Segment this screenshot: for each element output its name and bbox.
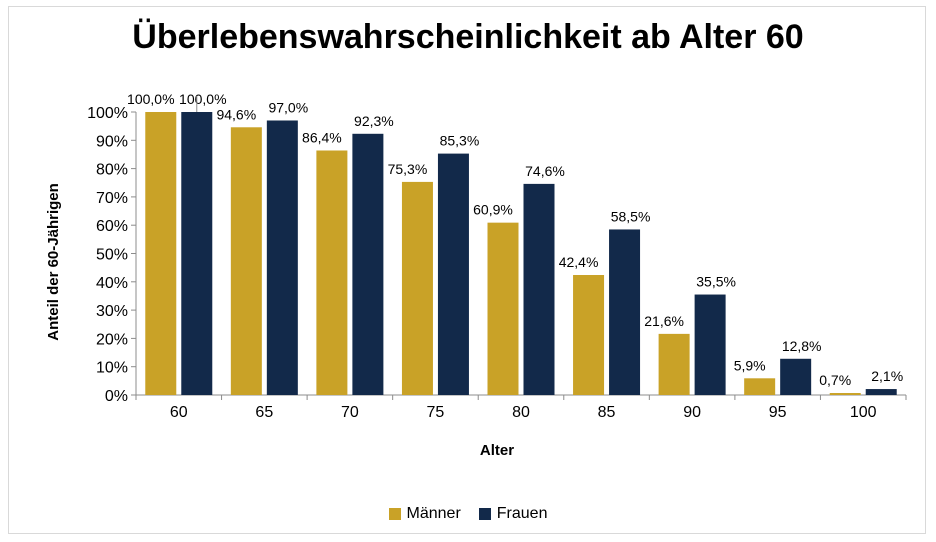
bar-maenner bbox=[744, 378, 776, 395]
data-label-maenner: 75,3% bbox=[388, 161, 428, 177]
y-tick-label: 100% bbox=[87, 105, 128, 122]
bar-maenner bbox=[573, 275, 605, 395]
bar-frauen bbox=[266, 120, 298, 396]
bar-frauen bbox=[437, 153, 469, 395]
data-labels: 100,0%94,6%86,4%75,3%60,9%42,4%21,6%5,9%… bbox=[127, 91, 903, 388]
data-label-maenner: 60,9% bbox=[473, 202, 513, 218]
bar-frauen bbox=[609, 229, 641, 395]
y-tick-label: 50% bbox=[96, 247, 128, 264]
legend-label-maenner: Männer bbox=[406, 505, 461, 522]
x-axis-title: Alter bbox=[480, 442, 514, 459]
bar-maenner bbox=[316, 150, 348, 395]
data-label-maenner: 94,6% bbox=[216, 106, 256, 122]
x-tick-label: 70 bbox=[341, 404, 359, 421]
x-tick-label: 65 bbox=[255, 404, 273, 421]
x-tick-label: 75 bbox=[427, 404, 445, 421]
data-label-maenner: 100,0% bbox=[127, 91, 174, 107]
bar-frauen bbox=[694, 294, 726, 395]
bar-maenner bbox=[230, 127, 262, 396]
bar-maenner bbox=[145, 112, 177, 395]
bar-maenner bbox=[829, 393, 861, 395]
y-tick-label: 40% bbox=[96, 275, 128, 292]
data-label-frauen: 100,0% bbox=[179, 91, 226, 107]
y-tick-label: 90% bbox=[96, 133, 128, 150]
x-tick-label: 80 bbox=[512, 404, 530, 421]
x-tick-label: 85 bbox=[598, 404, 616, 421]
data-label-frauen: 12,8% bbox=[782, 338, 822, 354]
data-label-maenner: 42,4% bbox=[559, 254, 599, 270]
data-label-maenner: 0,7% bbox=[819, 372, 851, 388]
y-tick-label: 70% bbox=[96, 190, 128, 207]
y-axis-title: Anteil der 60-Jährigen bbox=[45, 183, 62, 341]
data-label-frauen: 85,3% bbox=[440, 133, 480, 149]
bar-frauen bbox=[865, 389, 897, 395]
x-tick-label: 60 bbox=[170, 404, 188, 421]
legend: Männer Frauen bbox=[0, 505, 936, 523]
legend-item-frauen: Frauen bbox=[478, 505, 548, 523]
x-axis: 60 65 70 75 80 85 90 95 100 bbox=[135, 394, 907, 421]
data-label-frauen: 92,3% bbox=[354, 113, 394, 129]
data-label-maenner: 5,9% bbox=[734, 357, 766, 373]
data-label-maenner: 21,6% bbox=[644, 313, 684, 329]
data-label-frauen: 97,0% bbox=[268, 99, 308, 115]
data-label-maenner: 86,4% bbox=[302, 129, 342, 145]
data-label-frauen: 2,1% bbox=[871, 368, 903, 384]
bars bbox=[145, 112, 897, 396]
chart-title: Überlebenswahrscheinlichkeit ab Alter 60 bbox=[132, 18, 804, 56]
y-tick-label: 30% bbox=[96, 303, 128, 320]
data-label-frauen: 74,6% bbox=[525, 163, 565, 179]
y-tick-label: 10% bbox=[96, 360, 128, 377]
x-tick-label: 95 bbox=[769, 404, 787, 421]
bar-maenner bbox=[401, 181, 433, 395]
bar-maenner bbox=[487, 222, 519, 395]
legend-item-maenner: Männer bbox=[388, 505, 461, 523]
legend-label-frauen: Frauen bbox=[496, 505, 548, 522]
y-tick-label: 20% bbox=[96, 331, 128, 348]
y-tick-label: 0% bbox=[105, 388, 128, 405]
x-tick-label: 100 bbox=[850, 404, 877, 421]
bar-maenner bbox=[658, 333, 690, 395]
y-axis: 0% 10% 20% 30% 40% 50% 60% 70% 80% 90% 100% bbox=[87, 105, 137, 405]
legend-swatch-maenner bbox=[388, 508, 401, 520]
bar-frauen bbox=[181, 112, 213, 395]
bar-frauen bbox=[352, 133, 384, 395]
bar-frauen bbox=[780, 358, 812, 395]
y-tick-label: 80% bbox=[96, 162, 128, 179]
data-label-frauen: 35,5% bbox=[696, 274, 736, 290]
x-tick-label: 90 bbox=[683, 404, 701, 421]
y-tick-label: 60% bbox=[96, 218, 128, 235]
data-label-frauen: 58,5% bbox=[611, 208, 651, 224]
bar-frauen bbox=[523, 183, 555, 395]
legend-swatch-frauen bbox=[478, 508, 491, 520]
